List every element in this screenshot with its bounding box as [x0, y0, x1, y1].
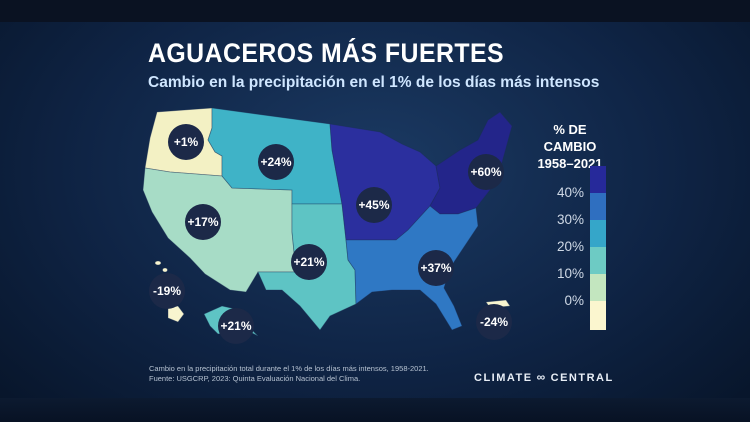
- page-title: AGUACEROS MÁS FUERTES: [148, 38, 505, 68]
- label-northwest: +1%: [168, 124, 204, 160]
- bottom-letterbox: [0, 398, 750, 422]
- svg-text:+1%: +1%: [174, 135, 199, 149]
- svg-text:+21%: +21%: [293, 255, 324, 269]
- label-southeast: +37%: [418, 250, 454, 286]
- legend-tick-0: 0%: [564, 293, 584, 308]
- svg-text:+45%: +45%: [358, 198, 389, 212]
- legend-tick-40: 40%: [556, 185, 584, 200]
- label-puerto-rico: -24%: [476, 304, 512, 340]
- region-southeast: [345, 205, 479, 331]
- page-subtitle: Cambio en la precipitación en el 1% de l…: [148, 74, 600, 91]
- legend-swatch-40: [590, 166, 606, 193]
- label-hawaii: -19%: [149, 273, 185, 309]
- label-northeast: +60%: [468, 154, 504, 190]
- legend-color-bar: [590, 166, 606, 330]
- legend-title: % DE CAMBIO 1958–2021: [537, 122, 603, 171]
- legend-swatch-neg: [590, 301, 606, 330]
- label-midwest: +45%: [356, 187, 392, 223]
- svg-text:+60%: +60%: [470, 165, 501, 179]
- footnote: Cambio en la precipitación total durante…: [149, 364, 429, 383]
- legend-tick-10: 10%: [556, 266, 584, 281]
- label-northern-rockies-plains: +24%: [258, 144, 294, 180]
- svg-text:+24%: +24%: [260, 155, 291, 169]
- legend-swatch-10: [590, 247, 606, 274]
- legend-swatch-20: [590, 220, 606, 247]
- region-hawaii: [154, 260, 185, 323]
- legend-swatch-30: [590, 193, 606, 220]
- svg-text:-24%: -24%: [480, 315, 508, 329]
- svg-text:+21%: +21%: [220, 319, 251, 333]
- legend-tick-30: 30%: [556, 212, 584, 227]
- label-southern-plains: +21%: [291, 244, 327, 280]
- climate-central-logo: CLIMATE ∞ CENTRAL: [474, 370, 614, 384]
- svg-text:+37%: +37%: [420, 261, 451, 275]
- legend-swatch-0: [590, 274, 606, 301]
- top-letterbox: [0, 0, 750, 22]
- label-alaska: +21%: [218, 308, 254, 344]
- logo-icon: ∞: [536, 370, 547, 384]
- legend-tick-20: 20%: [556, 239, 584, 254]
- svg-text:-19%: -19%: [153, 284, 181, 298]
- svg-text:+17%: +17%: [187, 215, 218, 229]
- label-southwest: +17%: [185, 204, 221, 240]
